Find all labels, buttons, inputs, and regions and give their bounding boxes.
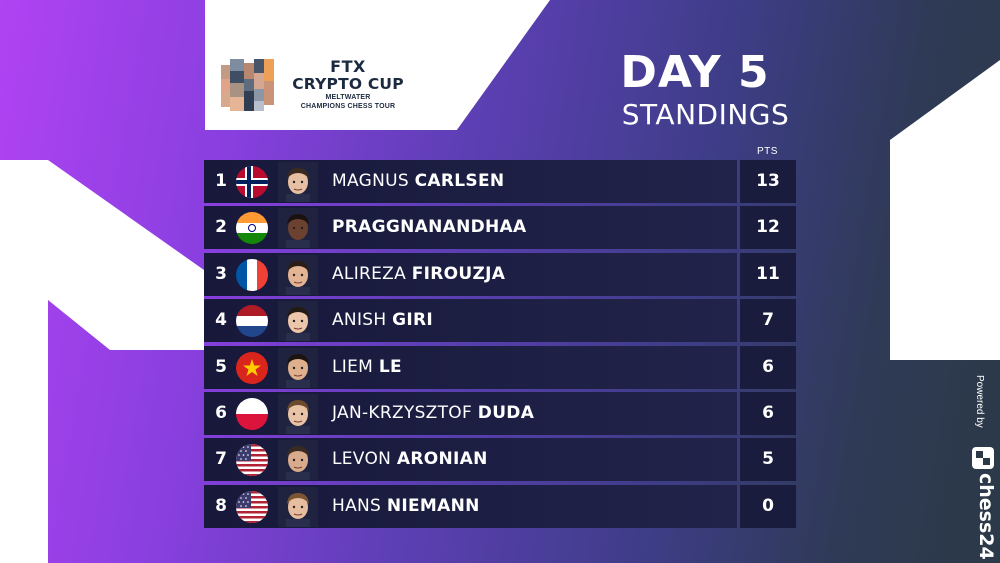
chess24-logo-icon: [972, 447, 994, 469]
table-row: 8 HANS NIEMANN 0: [204, 484, 796, 528]
row-main: 2 PRAGGNANANDHAA: [204, 206, 737, 250]
player-last-name: ARONIAN: [396, 449, 488, 470]
player-avatar: [278, 393, 318, 434]
player-first-name: LIEM: [332, 356, 379, 377]
player-points: 7: [740, 299, 796, 343]
netherlands-flag-icon: [236, 305, 268, 338]
powered-by-label: Powered by: [974, 375, 985, 428]
player-name: LEVON ARONIAN: [332, 438, 488, 481]
player-first-name: JAN-KRZYSZTOF: [332, 402, 478, 423]
player-avatar: [278, 301, 318, 342]
player-points: 6: [740, 345, 796, 389]
player-points: 5: [740, 438, 796, 482]
player-last-name: LE: [378, 356, 402, 377]
row-main: 3 ALIREZA FIROUZJA: [204, 252, 737, 296]
player-name: LIEM LE: [332, 346, 402, 389]
tournament-logo-icon: [221, 59, 274, 111]
points-column-header: PTS: [757, 146, 778, 157]
row-main: 7 LEVON ARONIAN: [204, 438, 737, 482]
player-last-name: PRAGGNANANDHAA: [332, 217, 527, 238]
india-flag-icon: [236, 212, 268, 245]
logo-ftx: FTX: [330, 57, 366, 76]
poland-flag-icon: [236, 397, 268, 430]
table-row: 4 ANISH GIRI 7: [204, 299, 796, 343]
player-name: MAGNUS CARLSEN: [332, 160, 504, 203]
player-avatar: [278, 254, 318, 295]
rank-number: 3: [215, 263, 227, 284]
standings-table: 1 MAGNUS CARLSEN 13 2 PRAGGNANANDHAA 12 3 ALIRE…: [204, 160, 796, 531]
player-first-name: ANISH: [332, 310, 393, 331]
row-main: 1 MAGNUS CARLSEN: [204, 160, 737, 203]
rank-number: 7: [215, 449, 227, 470]
player-points: 11: [740, 252, 796, 296]
player-avatar: [278, 162, 318, 202]
usa-flag-icon: [236, 490, 268, 523]
player-points: 13: [740, 160, 796, 203]
chess24-brand: chess24: [975, 473, 997, 560]
table-row: 6 JAN-KRZYSZTOF DUDA 6: [204, 391, 796, 435]
player-name: JAN-KRZYSZTOF DUDA: [332, 392, 534, 435]
player-name: ANISH GIRI: [332, 299, 433, 342]
row-main: 4 ANISH GIRI: [204, 299, 737, 343]
norway-flag-icon: [236, 166, 268, 198]
player-name: PRAGGNANANDHAA: [332, 206, 526, 249]
row-main: 8 HANS NIEMANN: [204, 484, 737, 528]
player-avatar: [278, 347, 318, 388]
player-name: HANS NIEMANN: [332, 485, 480, 528]
logo-meltwater: MELTWATER: [325, 94, 371, 101]
usa-flag-icon: [236, 444, 268, 477]
player-first-name: ALIREZA: [332, 263, 412, 284]
table-row: 2 PRAGGNANANDHAA 12: [204, 206, 796, 250]
table-row: 5 LIEM LE 6: [204, 345, 796, 389]
player-points: 6: [740, 391, 796, 435]
player-points: 0: [740, 484, 796, 528]
logo-tour: CHAMPIONS CHESS TOUR: [300, 103, 396, 110]
row-main: 5 LIEM LE: [204, 345, 737, 389]
logo-crypto-cup: CRYPTO CUP: [292, 75, 404, 93]
player-last-name: DUDA: [477, 402, 535, 423]
rank-number: 2: [215, 217, 227, 238]
table-row: 3 ALIREZA FIROUZJA 11: [204, 252, 796, 296]
player-last-name: NIEMANN: [386, 495, 480, 516]
rank-number: 6: [215, 402, 227, 423]
tournament-logo-text: FTX CRYPTO CUP MELTWATER CHAMPIONS CHESS…: [282, 59, 414, 111]
table-row: 7 LEVON ARONIAN 5: [204, 438, 796, 482]
france-flag-icon: [236, 258, 268, 291]
player-avatar: [278, 208, 318, 249]
player-last-name: GIRI: [392, 310, 434, 331]
rank-number: 5: [215, 356, 227, 377]
vietnam-flag-icon: [236, 351, 268, 384]
rank-number: 4: [215, 310, 227, 331]
player-points: 12: [740, 206, 796, 250]
player-name: ALIREZA FIROUZJA: [332, 253, 505, 296]
player-avatar: [278, 486, 318, 527]
table-row: 1 MAGNUS CARLSEN 13: [204, 160, 796, 203]
player-first-name: HANS: [332, 495, 387, 516]
player-first-name: LEVON: [332, 449, 397, 470]
rank-number: 1: [215, 171, 227, 191]
player-first-name: MAGNUS: [332, 171, 415, 191]
player-last-name: FIROUZJA: [411, 263, 506, 284]
row-main: 6 JAN-KRZYSZTOF DUDA: [204, 391, 737, 435]
player-last-name: CARLSEN: [414, 171, 505, 191]
day-title: DAY 5: [620, 47, 770, 98]
standings-subtitle: STANDINGS: [621, 98, 790, 131]
rank-number: 8: [215, 495, 227, 516]
player-avatar: [278, 440, 318, 481]
